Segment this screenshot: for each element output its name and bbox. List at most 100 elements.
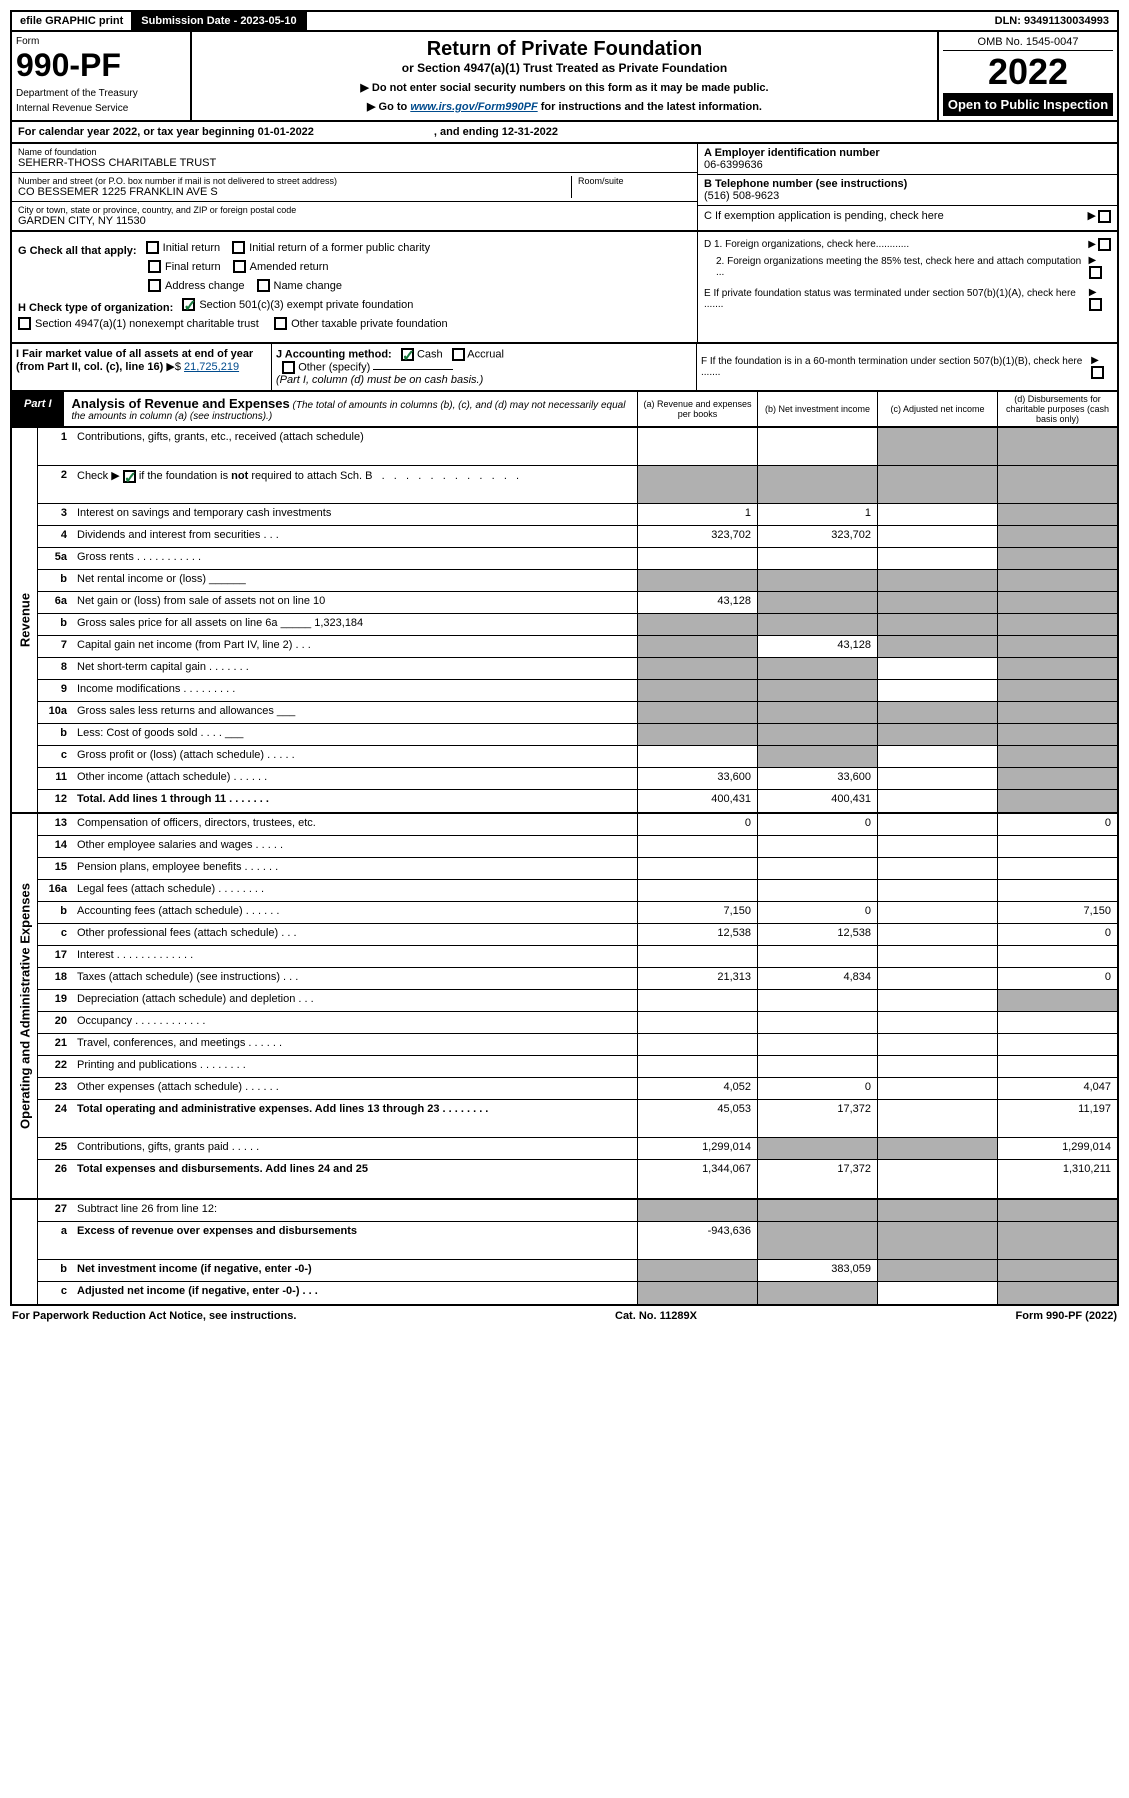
cell — [997, 1012, 1117, 1033]
fmv-block: I Fair market value of all assets at end… — [10, 344, 1119, 392]
table-row: 9Income modifications . . . . . . . . . — [38, 680, 1117, 702]
table-row: bGross sales price for all assets on lin… — [38, 614, 1117, 636]
j-cash-checkbox[interactable] — [401, 348, 414, 361]
cell: 323,702 — [637, 526, 757, 547]
cell: 0 — [757, 1078, 877, 1099]
cell: 1 — [757, 504, 877, 525]
part1-title: Analysis of Revenue and Expenses (The to… — [64, 392, 637, 426]
g-address-checkbox[interactable] — [148, 279, 161, 292]
j-other: Other (specify) — [298, 361, 370, 373]
cell — [757, 1056, 877, 1077]
line-desc: Subtract line 26 from line 12: — [73, 1200, 637, 1221]
cell-grey — [757, 658, 877, 679]
cell-grey — [877, 570, 997, 591]
cell-grey — [877, 1138, 997, 1159]
cell — [877, 946, 997, 967]
h-line: H Check type of organization: Section 50… — [18, 298, 691, 314]
cell — [637, 1012, 757, 1033]
table-row: 24Total operating and administrative exp… — [38, 1100, 1117, 1138]
line-num: 17 — [38, 946, 73, 967]
g-name-checkbox[interactable] — [257, 279, 270, 292]
cell-grey — [757, 466, 877, 503]
note1: ▶ Do not enter social security numbers o… — [198, 81, 931, 94]
c-checkbox[interactable] — [1098, 210, 1111, 223]
g-line: G Check all that apply: Initial return I… — [18, 241, 691, 257]
cell: 1,344,067 — [637, 1160, 757, 1198]
cell — [997, 880, 1117, 901]
cell-grey — [997, 428, 1117, 465]
table-row: cGross profit or (loss) (attach schedule… — [38, 746, 1117, 768]
fmv-value: 21,725,219 — [184, 361, 239, 373]
cell: 12,538 — [637, 924, 757, 945]
e-label: E If private foundation status was termi… — [704, 288, 1089, 310]
line-desc: Accounting fees (attach schedule) . . . … — [73, 902, 637, 923]
table-row: 22Printing and publications . . . . . . … — [38, 1056, 1117, 1078]
line-desc: Gross profit or (loss) (attach schedule)… — [73, 746, 637, 767]
expenses-table: Operating and Administrative Expenses 13… — [10, 814, 1119, 1200]
h-501c3-checkbox[interactable] — [182, 298, 195, 311]
g-initial-checkbox[interactable] — [146, 241, 159, 254]
g-amended-checkbox[interactable] — [233, 260, 246, 273]
cell: 21,313 — [637, 968, 757, 989]
d2-checkbox[interactable] — [1089, 266, 1102, 279]
line-desc: Pension plans, employee benefits . . . .… — [73, 858, 637, 879]
cell-grey — [997, 466, 1117, 503]
cell-grey — [997, 570, 1117, 591]
cell-grey — [757, 746, 877, 767]
header-mid: Return of Private Foundation or Section … — [192, 32, 937, 120]
g-opt-1: Initial return of a former public charit… — [249, 242, 430, 254]
col-c-hdr: (c) Adjusted net income — [877, 392, 997, 426]
table-row: cAdjusted net income (if negative, enter… — [38, 1282, 1117, 1304]
line-desc: Adjusted net income (if negative, enter … — [73, 1282, 637, 1304]
h-opt-3: Other taxable private foundation — [291, 318, 448, 330]
table-row: 12Total. Add lines 1 through 11 . . . . … — [38, 790, 1117, 812]
cell — [637, 1034, 757, 1055]
table-row: 23Other expenses (attach schedule) . . .… — [38, 1078, 1117, 1100]
cell: 0 — [637, 814, 757, 835]
line-num: 13 — [38, 814, 73, 835]
cell-grey — [877, 636, 997, 657]
j-accrual-checkbox[interactable] — [452, 348, 465, 361]
cell: 323,702 — [757, 526, 877, 547]
g-opt-4: Address change — [165, 280, 245, 292]
cell — [877, 790, 997, 812]
j-other-checkbox[interactable] — [282, 361, 295, 374]
ein-row: A Employer identification number 06-6399… — [698, 144, 1117, 175]
table-row: 19Depreciation (attach schedule) and dep… — [38, 990, 1117, 1012]
revenue-side-label: Revenue — [12, 428, 38, 812]
cell: 400,431 — [637, 790, 757, 812]
cell — [877, 902, 997, 923]
line-desc: Income modifications . . . . . . . . . — [73, 680, 637, 701]
line-num: 3 — [38, 504, 73, 525]
cell — [877, 1034, 997, 1055]
line-desc: Travel, conferences, and meetings . . . … — [73, 1034, 637, 1055]
cell-grey — [997, 680, 1117, 701]
cell-grey — [997, 614, 1117, 635]
cell — [997, 1034, 1117, 1055]
line-num: b — [38, 614, 73, 635]
cell: 12,538 — [757, 924, 877, 945]
h-other-checkbox[interactable] — [274, 317, 287, 330]
cell — [877, 768, 997, 789]
e-row: E If private foundation status was termi… — [704, 287, 1111, 311]
g-initial-former-checkbox[interactable] — [232, 241, 245, 254]
name-label: Name of foundation — [18, 147, 691, 157]
990pf-link[interactable]: www.irs.gov/Form990PF — [410, 101, 537, 113]
d1-checkbox[interactable] — [1098, 238, 1111, 251]
line-desc: Gross sales less returns and allowances … — [73, 702, 637, 723]
b-label: B Telephone number (see instructions) — [704, 178, 1111, 190]
table-row: 4Dividends and interest from securities … — [38, 526, 1117, 548]
schb-checkbox[interactable] — [123, 470, 136, 483]
cell-grey — [757, 614, 877, 635]
cell-grey — [637, 614, 757, 635]
cell — [877, 1282, 997, 1304]
line-desc: Compensation of officers, directors, tru… — [73, 814, 637, 835]
j-note: (Part I, column (d) must be on cash basi… — [276, 374, 483, 386]
h-4947-checkbox[interactable] — [18, 317, 31, 330]
cell — [997, 1056, 1117, 1077]
cell: 7,150 — [637, 902, 757, 923]
f-checkbox[interactable] — [1091, 366, 1104, 379]
e-checkbox[interactable] — [1089, 298, 1102, 311]
g-final-checkbox[interactable] — [148, 260, 161, 273]
note2-post: for instructions and the latest informat… — [538, 101, 762, 113]
